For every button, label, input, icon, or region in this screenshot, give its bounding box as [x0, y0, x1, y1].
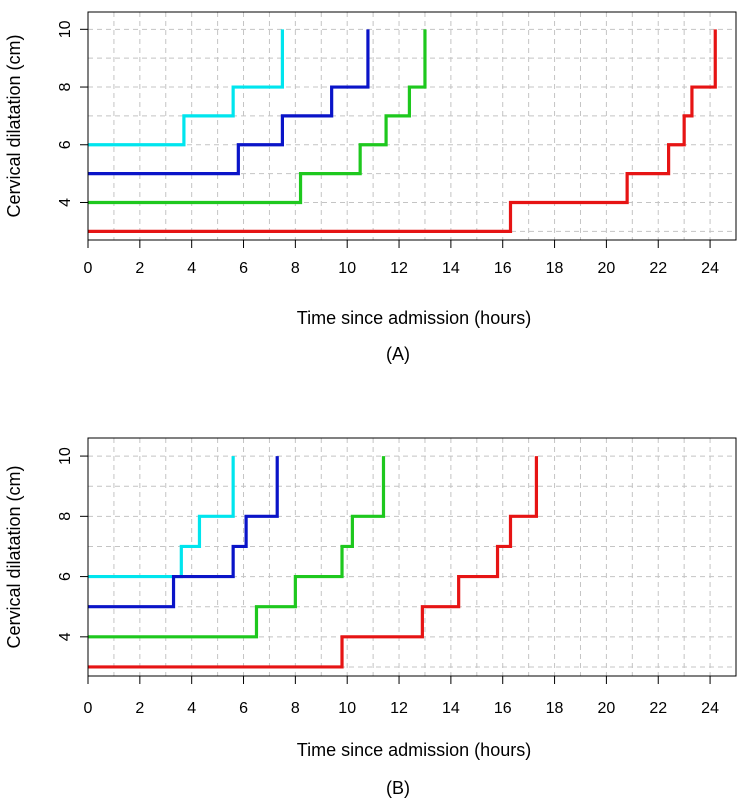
- x-tick-label: 22: [649, 260, 667, 277]
- y-axis-title: Cervical dilatation (cm): [4, 465, 24, 648]
- y-tick-label: 8: [57, 82, 74, 91]
- x-tick-label: 18: [546, 700, 564, 717]
- y-tick-label: 6: [57, 140, 74, 149]
- x-axis-title: Time since admission (hours): [297, 740, 531, 760]
- x-tick-label: 16: [494, 700, 512, 717]
- x-tick-label: 8: [291, 260, 300, 277]
- x-tick-label: 6: [239, 260, 248, 277]
- x-tick-label: 4: [187, 260, 196, 277]
- y-tick-label: 4: [57, 632, 74, 641]
- gridlines: [87, 438, 737, 676]
- y-tick-label: 6: [57, 572, 74, 581]
- y-tick-label: 4: [57, 198, 74, 207]
- x-tick-label: 12: [390, 260, 408, 277]
- series-line-2: [88, 29, 370, 176]
- y-tick-label: 10: [57, 20, 74, 38]
- x-tick-label: 2: [135, 700, 144, 717]
- panel-label: (B): [386, 778, 410, 798]
- x-tick-label: 18: [546, 260, 564, 277]
- x-tick-label: 10: [338, 260, 356, 277]
- x-tick-label: 12: [390, 700, 408, 717]
- x-tick-label: 20: [598, 700, 616, 717]
- series-line-4: [88, 29, 717, 233]
- x-tick-label: 10: [338, 700, 356, 717]
- x-tick-label: 8: [291, 700, 300, 717]
- series-line-3: [88, 29, 427, 205]
- plot-frame: [87, 437, 737, 677]
- x-axis-title: Time since admission (hours): [297, 308, 531, 328]
- x-tick-label: 14: [442, 260, 460, 277]
- x-tick-label: 0: [84, 700, 93, 717]
- x-tick-label: 22: [649, 700, 667, 717]
- series-line-1: [88, 29, 284, 147]
- plot-frame: [87, 11, 737, 241]
- x-tick-label: 20: [598, 260, 616, 277]
- series-line-3: [88, 456, 386, 639]
- x-tick-label: 4: [187, 700, 196, 717]
- x-tick-label: 24: [701, 700, 719, 717]
- panel-label: (A): [386, 344, 410, 364]
- x-tick-label: 6: [239, 700, 248, 717]
- y-tick-label: 8: [57, 512, 74, 521]
- x-tick-label: 2: [135, 260, 144, 277]
- x-tick-label: 16: [494, 260, 512, 277]
- x-tick-label: 0: [84, 260, 93, 277]
- y-tick-label: 10: [57, 447, 74, 465]
- series-line-4: [88, 456, 539, 669]
- x-tick-label: 14: [442, 700, 460, 717]
- x-tick-label: 24: [701, 260, 719, 277]
- series-line-2: [88, 456, 279, 609]
- y-axis-title: Cervical dilatation (cm): [4, 34, 24, 217]
